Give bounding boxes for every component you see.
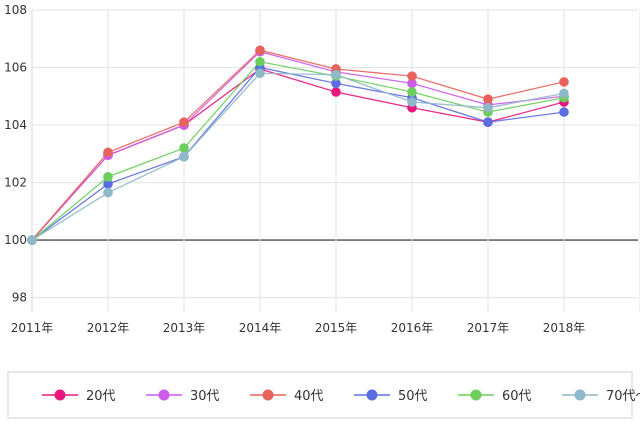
legend-label: 60代 [502,389,532,404]
series-group [31,49,565,241]
data-point [483,117,493,127]
y-tick-label: 100 [4,233,27,247]
legend-label: 50代 [398,389,428,404]
data-point [407,87,417,97]
grid-layer [31,9,640,312]
legend-item: 70代〜 [562,389,640,404]
data-point [179,117,189,127]
data-point [27,235,37,245]
data-point [179,151,189,162]
data-point [103,172,113,182]
series-group [31,50,565,241]
legend-swatch-marker [54,389,66,401]
legend-item: 30代 [146,389,220,404]
x-tick-label: 2013年 [163,321,206,335]
legend-swatch-marker [574,389,586,401]
series-markers [27,68,569,245]
series-line [31,50,565,241]
data-point [407,71,417,81]
x-tick-label: 2012年 [87,321,130,335]
x-tick-label: 2014年 [239,321,282,335]
y-tick-label: 98 [12,291,27,305]
legend-swatch-marker [262,389,274,401]
data-point [559,107,569,117]
series-group [31,66,565,241]
data-point [103,179,113,189]
legend: 20代 30代 40代 50代 60代 70代〜 [7,371,640,419]
data-point [407,97,417,107]
data-point [407,78,417,89]
series-group [31,61,565,241]
legend-label: 70代〜 [606,389,640,404]
x-tick-label: 2011年 [11,321,54,335]
legend-swatch-marker [158,389,170,401]
y-tick-label: 102 [4,176,27,190]
data-point [103,187,113,198]
y-tick-label: 108 [4,3,27,17]
data-point [255,68,265,79]
x-tick-label: 2015年 [315,321,358,335]
legend-label: 30代 [190,389,220,404]
data-point [255,45,265,56]
x-tick-label: 2017年 [467,321,510,335]
y-tick-label: 104 [4,118,27,132]
data-point [255,56,265,67]
legend-swatch-marker [470,389,482,401]
x-tick-label: 2018年 [543,321,586,335]
legend-box [7,371,633,419]
series-markers [27,45,569,245]
legend-item: 40代 [250,389,324,404]
legend-label: 40代 [294,389,324,404]
data-point [331,78,341,89]
series-group [31,72,565,241]
series-line [31,72,565,241]
data-point [103,147,113,158]
x-tick-label: 2016年 [391,321,434,335]
axis-layer: 98 100 102 104 106 108 2011年 2012年 2013年 2014年 201… [4,3,585,335]
data-point [483,102,493,113]
series-layer [27,45,569,245]
y-tick-label: 106 [4,61,27,75]
data-point [331,69,341,80]
series-line [31,61,565,241]
data-point [483,94,493,104]
legend-item: 60代 [458,389,532,404]
data-point [559,77,569,87]
series-line [31,66,565,241]
legend-item: 20代 [42,389,116,404]
data-point [559,88,569,99]
data-point [331,87,341,97]
legend-swatch-marker [366,389,378,401]
legend-item: 50代 [354,389,428,404]
legend-label: 20代 [86,389,116,404]
series-line [31,49,565,241]
data-point [179,143,189,153]
